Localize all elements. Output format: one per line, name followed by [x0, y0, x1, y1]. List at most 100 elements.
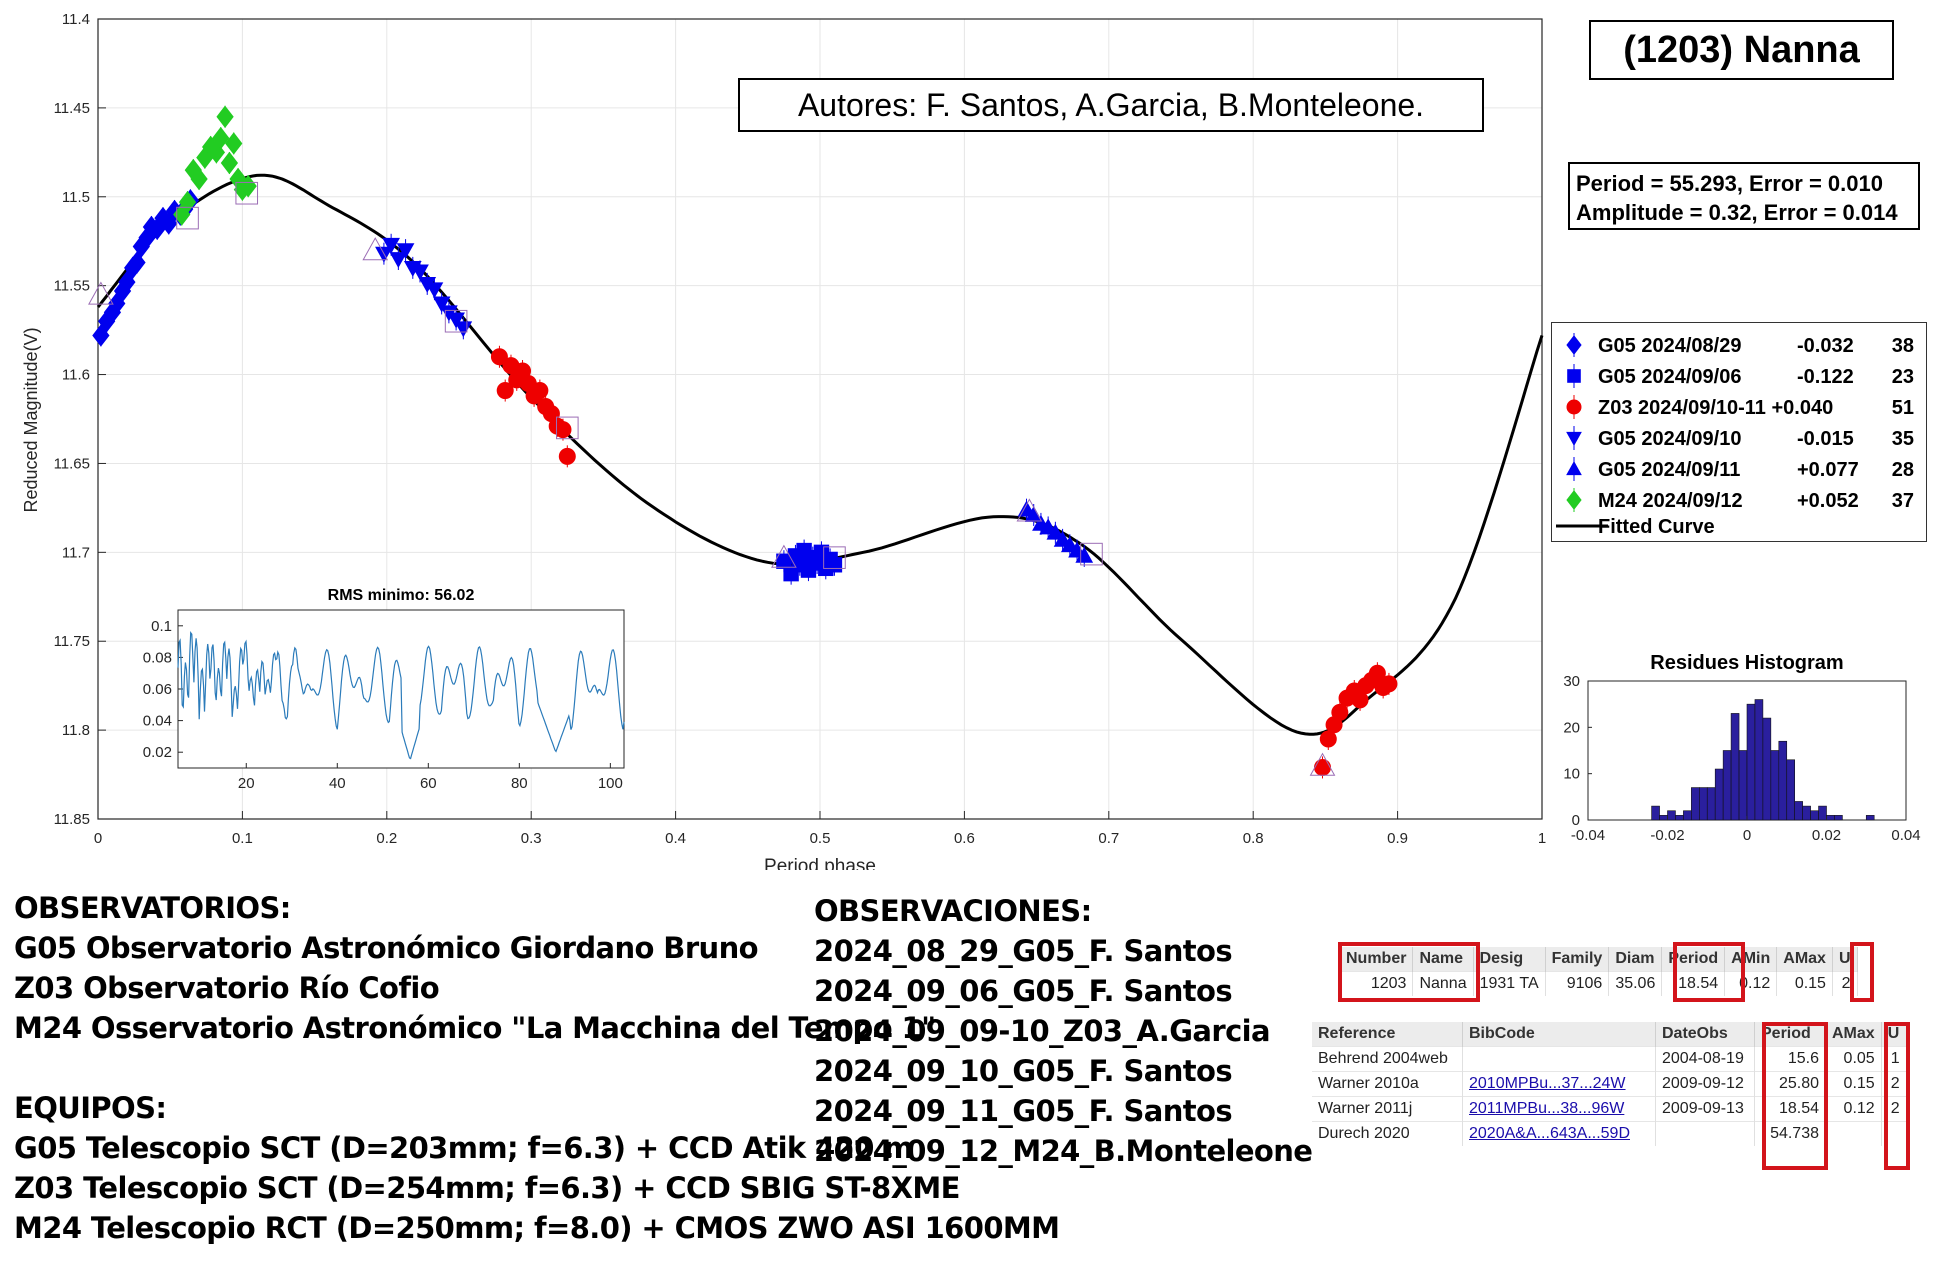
y-tick-label: 11.45 — [54, 100, 90, 117]
x-tick-label: 0.7 — [1098, 830, 1119, 847]
highlight-number-name — [1338, 942, 1480, 1002]
hist-bar — [1834, 815, 1843, 821]
data-point — [411, 264, 429, 281]
table-cell: 2004-08-19 — [1655, 1046, 1755, 1072]
table-cell: 18.54 — [1754, 1096, 1826, 1122]
data-point — [496, 382, 514, 400]
data-point — [1046, 523, 1065, 540]
legend-count: 28 — [1892, 459, 1914, 481]
hist-bar — [1802, 805, 1811, 821]
x-tick-label: 0.6 — [954, 830, 975, 847]
x-tick-label: 1 — [1538, 830, 1546, 847]
table-cell: 1931 TA — [1473, 971, 1546, 996]
y-tick-label: 0.06 — [143, 681, 172, 698]
hist-bar — [1746, 703, 1756, 821]
highlight-u-details — [1884, 1022, 1910, 1170]
x-tick-label: 100 — [598, 775, 623, 792]
table-cell: 18.54 — [1661, 971, 1726, 996]
data-point — [826, 557, 843, 573]
y-tick-label: 11.75 — [54, 633, 90, 650]
table-cell: Warner 2011j — [1312, 1096, 1463, 1122]
legend-offset: -0.122 — [1797, 366, 1854, 388]
legend: G05 2024/08/29 -0.032 38 G05 2024/09/06 -0.1… — [1551, 322, 1927, 542]
table-cell: 15.6 — [1754, 1046, 1826, 1072]
observacion-line: 2024_08_29_G05_F. Santos — [814, 934, 1233, 968]
hist-bar — [1826, 815, 1835, 821]
data-point — [425, 282, 444, 299]
y-axis-label: Reduced Magnitude(V) — [21, 327, 41, 512]
y-tick-label: 11.55 — [54, 278, 90, 295]
legend-label: Z03 2024/09/10-11 +0.040 — [1598, 397, 1833, 419]
hist-bar — [1659, 815, 1668, 821]
y-tick-label: 10 — [1563, 766, 1580, 783]
observatorios-heading: OBSERVATORIOS: — [14, 891, 291, 925]
col-header: AMin — [1724, 947, 1778, 972]
equipos-heading: EQUIPOS: — [14, 1091, 167, 1125]
model-marker — [771, 544, 797, 568]
axis-ticks: 0 0.1 0.2 0.3 0.4 0.5 0.6 0.7 0.8 0.9 1 11.4 11.45 11… — [54, 11, 1547, 847]
table-row: Warner 2010a 2010MPBu...37...24W 2009-09… — [1312, 1071, 1907, 1097]
table-cell: 2009-09-13 — [1655, 1096, 1755, 1122]
hist-bar — [1754, 699, 1764, 821]
residues-histogram: Residues Histogram -0.04 -0.02 0 0.02 0.04 0 10… — [1563, 652, 1920, 844]
data-point — [447, 312, 465, 329]
y-tick-label: 11.6 — [62, 367, 90, 384]
highlight-period-details — [1762, 1022, 1828, 1170]
hist-bar — [1786, 759, 1795, 821]
data-point — [382, 237, 400, 254]
period-text: Period = 55.293, Error = 0.010 — [1576, 171, 1883, 196]
highlight-period-summary — [1673, 942, 1745, 1002]
table-cell: 54.738 — [1754, 1121, 1826, 1146]
legend-marker — [1566, 335, 1582, 355]
equipo-line: Z03 Telescopio SCT (D=254mm; f=6.3) + CC… — [14, 1171, 960, 1205]
col-header: Family — [1545, 947, 1610, 972]
legend-offset: +0.052 — [1797, 490, 1859, 512]
x-tick-label: 0.5 — [810, 830, 831, 847]
hist-bar — [1683, 810, 1692, 821]
bibcode-link[interactable] — [1462, 1046, 1656, 1072]
table-cell: 35.06 — [1608, 971, 1663, 996]
data-point — [389, 252, 408, 269]
x-tick-label: 0.4 — [665, 830, 686, 847]
hist-bar — [1770, 750, 1780, 821]
x-tick-label: 0.04 — [1891, 827, 1920, 844]
y-tick-label: 11.85 — [54, 811, 90, 828]
x-tick-label: -0.04 — [1571, 827, 1605, 844]
model-marker — [235, 181, 259, 205]
col-header: Name — [1412, 947, 1474, 972]
title-box: (1203) Nanna — [1589, 20, 1894, 80]
table-cell: 9106 — [1545, 971, 1610, 996]
table-cell: 25.80 — [1754, 1071, 1826, 1097]
y-tick-label: 0.02 — [143, 744, 172, 761]
observatorio-line: G05 Observatorio Astronómico Giordano Br… — [14, 931, 759, 965]
legend-count: 35 — [1892, 428, 1914, 450]
legend-offset: +0.077 — [1797, 459, 1859, 481]
hist-bar — [1722, 750, 1732, 821]
legend-marker — [1566, 399, 1582, 415]
observatorio-line: Z03 Observatorio Río Cofio — [14, 971, 440, 1005]
table-cell: 0.15 — [1825, 1071, 1882, 1097]
model-marker — [823, 546, 846, 569]
hist-bar — [1794, 801, 1803, 821]
hist-bar — [1762, 717, 1772, 821]
x-tick-label: 60 — [420, 775, 437, 792]
table-row: 1203 Nanna 1931 TA 9106 35.06 18.54 0.12… — [1340, 971, 1858, 996]
legend-offset: -0.015 — [1797, 428, 1854, 450]
table-cell: 0.05 — [1825, 1046, 1882, 1072]
bibcode-link[interactable]: 2010MPBu...37...24W — [1462, 1071, 1656, 1097]
data-point — [531, 382, 549, 400]
amplitude-text: Amplitude = 0.32, Error = 0.014 — [1576, 200, 1898, 225]
y-tick-label: 30 — [1563, 673, 1580, 690]
col-header: Desig — [1473, 947, 1546, 972]
data-point — [1380, 675, 1398, 693]
col-header: Number — [1340, 947, 1414, 972]
bibcode-link[interactable]: 2011MPBu...38...96W — [1462, 1096, 1656, 1122]
table-cell: Nanna — [1412, 971, 1474, 996]
legend-label: G05 2024/09/11 — [1598, 459, 1740, 481]
data-point — [212, 126, 230, 150]
hist-bar — [1865, 815, 1875, 821]
table-cell: 0.12 — [1825, 1096, 1882, 1122]
bibcode-link[interactable]: 2020A&A...643A...59D — [1462, 1121, 1656, 1146]
legend-marker — [1566, 431, 1582, 447]
data-point — [554, 421, 572, 439]
